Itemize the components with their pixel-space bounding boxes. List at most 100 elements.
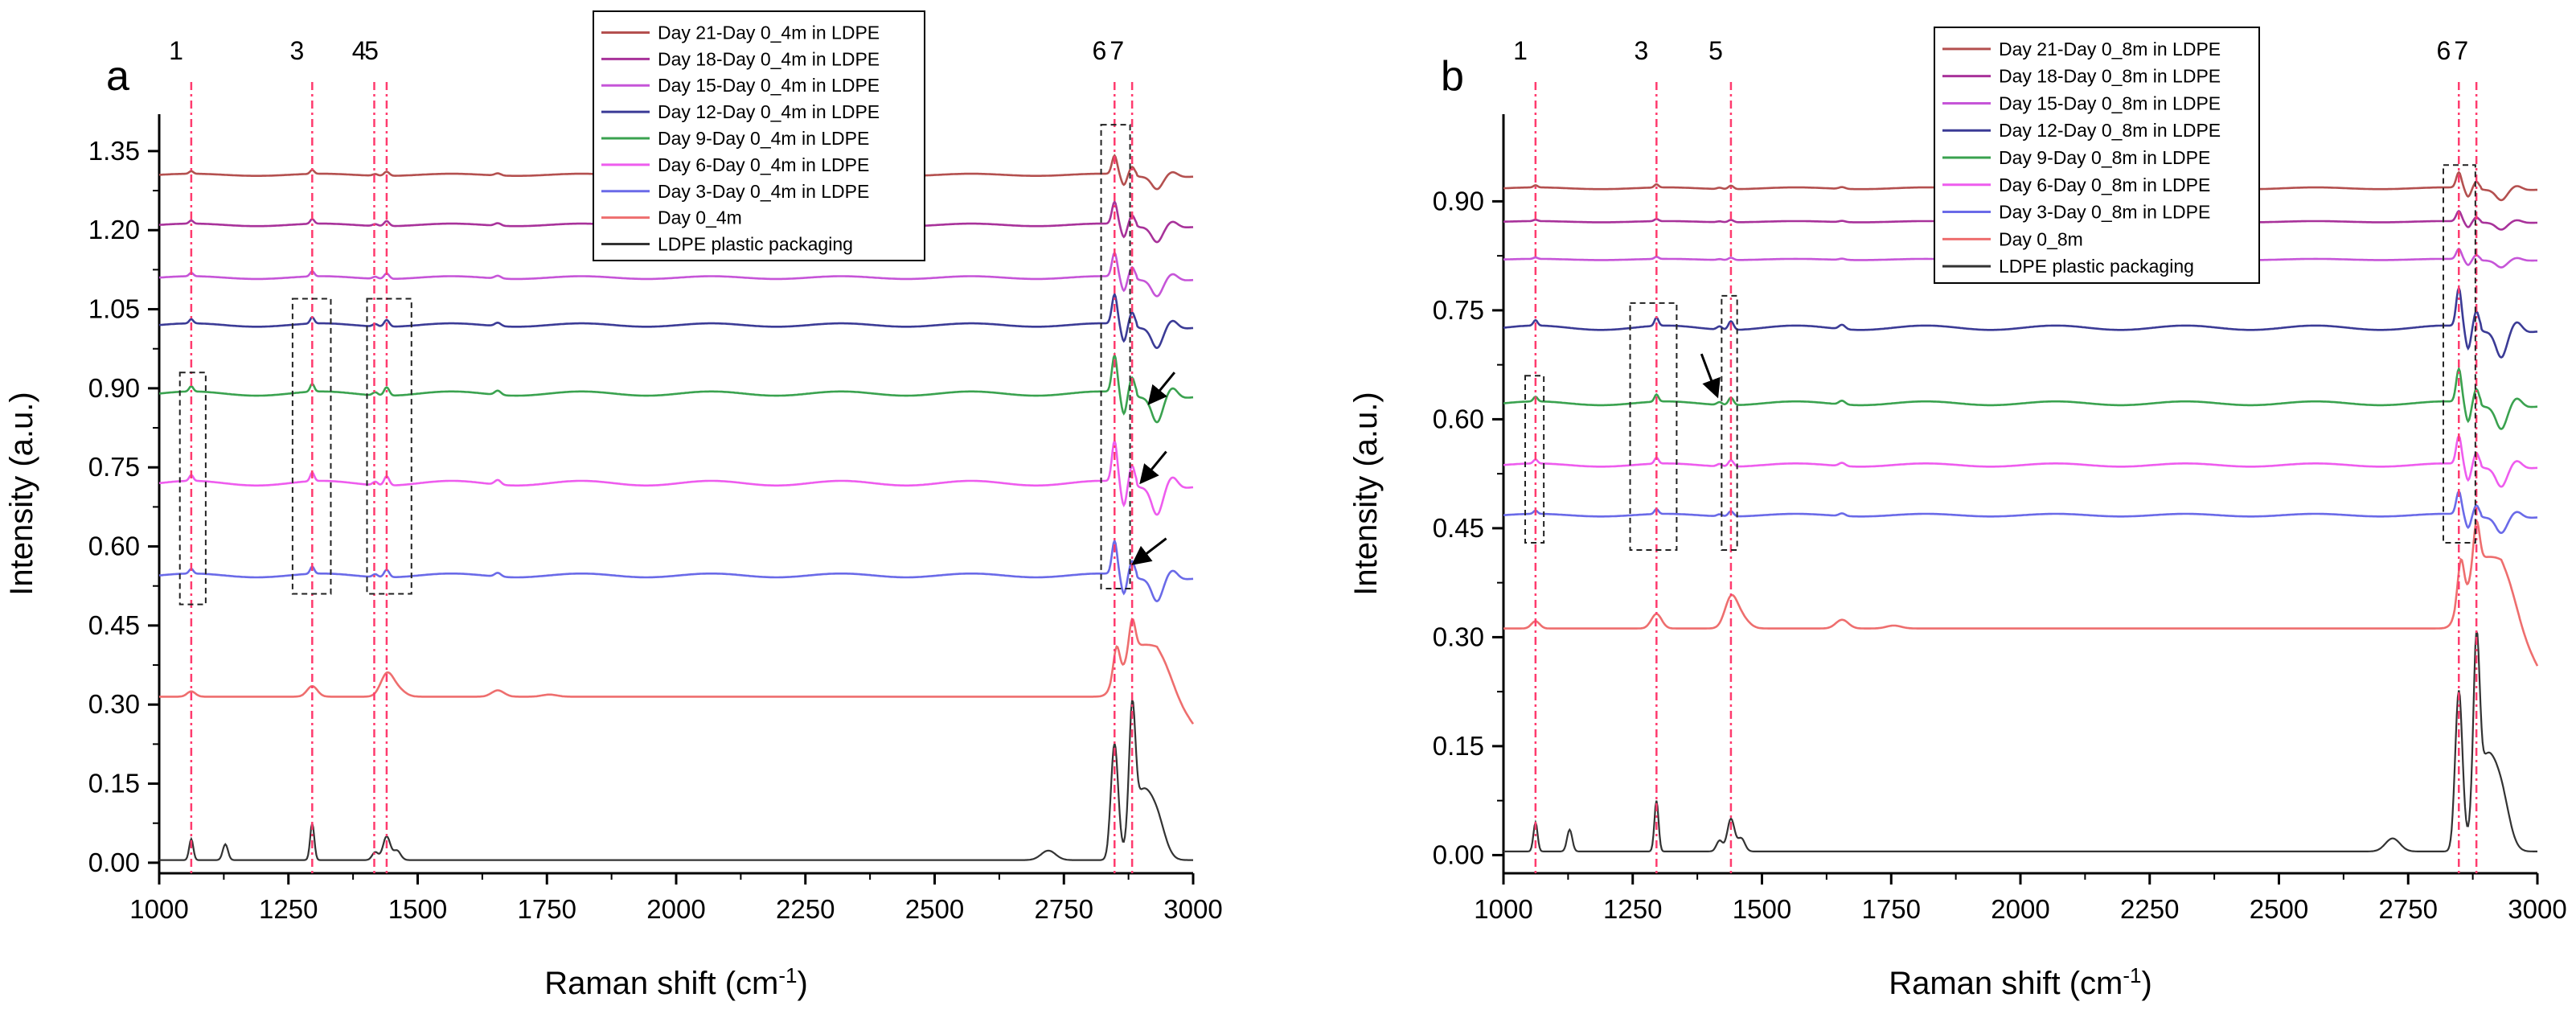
legend-label: LDPE plastic packaging bbox=[1999, 256, 2194, 277]
highlight-box bbox=[291, 298, 332, 595]
annotation-arrow bbox=[1139, 450, 1167, 485]
series-line bbox=[1503, 366, 2538, 430]
legend-label: Day 21-Day 0_4m in LDPE bbox=[658, 22, 880, 43]
x-tick-label: 1250 bbox=[259, 894, 318, 924]
series-line bbox=[1503, 519, 2539, 667]
y-tick-label: 0.60 bbox=[1433, 404, 1484, 433]
annotation-arrow bbox=[1131, 537, 1167, 565]
panel-label: a bbox=[106, 53, 129, 100]
series-line bbox=[159, 618, 1195, 725]
highlight-box bbox=[1629, 302, 1678, 552]
highlight-box bbox=[1524, 375, 1545, 544]
series-line bbox=[158, 537, 1194, 603]
series-line bbox=[1503, 285, 2538, 359]
y-tick-label: 0.90 bbox=[1433, 186, 1484, 216]
y-tick-label: 0.00 bbox=[88, 848, 140, 877]
x-tick-label: 1000 bbox=[1474, 894, 1532, 924]
legend-label: Day 3-Day 0_4m in LDPE bbox=[658, 181, 869, 202]
x-tick-label: 3000 bbox=[1163, 894, 1222, 924]
y-tick-label: 0.00 bbox=[1433, 839, 1484, 869]
y-axis-title: Intensity (a.u.) bbox=[4, 392, 39, 595]
x-tick-label: 2750 bbox=[2379, 894, 2438, 924]
x-axis-title: Raman shift (cm-1) bbox=[1889, 963, 2152, 1001]
y-tick-label: 1.05 bbox=[88, 294, 140, 324]
peak-label: 1 bbox=[1513, 36, 1528, 65]
y-tick-label: 0.15 bbox=[88, 769, 140, 798]
series-group bbox=[158, 154, 1195, 861]
y-tick-label: 0.30 bbox=[88, 689, 140, 719]
y-tick-label: 0.60 bbox=[88, 532, 140, 561]
legend-label: Day 12-Day 0_8m in LDPE bbox=[1999, 120, 2221, 141]
legend-label: Day 3-Day 0_8m in LDPE bbox=[1999, 202, 2210, 223]
y-tick-label: 1.35 bbox=[88, 136, 140, 166]
peak-label: 3 bbox=[1635, 36, 1649, 65]
x-tick-label: 2250 bbox=[2120, 894, 2179, 924]
chart-panel-a: a 1000 1250 1500 1750 2000 2250 2500 2750 3000 0.0… bbox=[4, 10, 1223, 1001]
x-tick-label: 2500 bbox=[2250, 894, 2308, 924]
x-tick-label: 1750 bbox=[518, 894, 576, 924]
annotation-arrow bbox=[1147, 371, 1176, 405]
legend-label: Day 9-Day 0_4m in LDPE bbox=[658, 128, 869, 149]
legend-label: Day 6-Day 0_8m in LDPE bbox=[1999, 174, 2210, 195]
series-line bbox=[1503, 630, 2537, 852]
chart-panel-b: b 1000 1250 1500 1750 2000 2250 2500 2750 3000 0.0… bbox=[1348, 27, 2567, 1001]
legend-label: Day 12-Day 0_4m in LDPE bbox=[658, 101, 880, 122]
y-tick-label: 0.75 bbox=[88, 452, 140, 482]
y-tick-label: 0.90 bbox=[88, 373, 140, 403]
peak-label: 7 bbox=[2454, 36, 2468, 65]
y-tick-label: 0.75 bbox=[1433, 295, 1484, 325]
x-tick-label: 2000 bbox=[646, 894, 705, 924]
x-tick-label: 1500 bbox=[1733, 894, 1791, 924]
x-tick-label: 2750 bbox=[1035, 894, 1093, 924]
panel-label: b bbox=[1441, 53, 1464, 100]
legend-label: LDPE plastic packaging bbox=[658, 234, 853, 255]
legend-label: Day 0_4m bbox=[658, 207, 742, 228]
legend-label: Day 18-Day 0_4m in LDPE bbox=[658, 48, 880, 69]
legend-label: Day 21-Day 0_8m in LDPE bbox=[1999, 39, 2221, 60]
series-line bbox=[158, 250, 1194, 298]
annotation-arrow bbox=[1700, 353, 1721, 399]
x-tick-label: 1750 bbox=[1862, 894, 1921, 924]
legend-label: Day 9-Day 0_8m in LDPE bbox=[1999, 147, 2210, 168]
x-tick-label: 2000 bbox=[1991, 894, 2049, 924]
legend-label: Day 6-Day 0_4m in LDPE bbox=[658, 154, 869, 175]
legend-label: Day 18-Day 0_8m in LDPE bbox=[1999, 66, 2221, 87]
legend: Day 21-Day 0_8m in LDPE Day 18-Day 0_8m i… bbox=[1934, 27, 2260, 284]
peak-label: 4 bbox=[352, 36, 367, 65]
legend-label: Day 0_8m bbox=[1999, 228, 2083, 249]
highlight-box bbox=[2442, 164, 2476, 544]
highlight-box bbox=[366, 298, 412, 595]
peak-label: 7 bbox=[1110, 36, 1124, 65]
y-tick-label: 1.20 bbox=[88, 215, 140, 244]
legend-box bbox=[1934, 27, 2260, 284]
peak-label: 5 bbox=[1708, 36, 1723, 65]
y-tick-label: 0.45 bbox=[88, 610, 140, 640]
x-tick-label: 1000 bbox=[129, 894, 188, 924]
y-axis-title: Intensity (a.u.) bbox=[1348, 392, 1384, 595]
series-line bbox=[158, 291, 1194, 350]
y-tick-label: 0.30 bbox=[1433, 622, 1484, 651]
legend-label: Day 15-Day 0_8m in LDPE bbox=[1999, 92, 2221, 113]
x-tick-label: 2500 bbox=[905, 894, 964, 924]
series-line bbox=[158, 437, 1194, 516]
x-tick-label: 1250 bbox=[1603, 894, 1662, 924]
legend-box bbox=[593, 10, 925, 261]
series-line bbox=[158, 351, 1194, 424]
series-line bbox=[159, 696, 1193, 861]
y-tick-label: 0.15 bbox=[1433, 731, 1484, 761]
peak-label: 5 bbox=[364, 36, 379, 65]
highlight-box bbox=[1100, 124, 1131, 590]
x-tick-label: 2250 bbox=[776, 894, 835, 924]
legend-label: Day 15-Day 0_4m in LDPE bbox=[658, 75, 880, 96]
x-axis-title: Raman shift (cm-1) bbox=[544, 963, 808, 1001]
highlight-box bbox=[178, 371, 207, 605]
peak-label: 6 bbox=[1092, 36, 1106, 65]
x-tick-label: 3000 bbox=[2508, 894, 2566, 924]
series-line bbox=[1503, 489, 2538, 535]
peak-label: 1 bbox=[169, 36, 183, 65]
legend: Day 21-Day 0_4m in LDPE Day 18-Day 0_4m i… bbox=[593, 10, 925, 261]
peak-label: 6 bbox=[2436, 36, 2451, 65]
peak-label: 3 bbox=[290, 36, 305, 65]
series-line bbox=[1503, 433, 2538, 488]
